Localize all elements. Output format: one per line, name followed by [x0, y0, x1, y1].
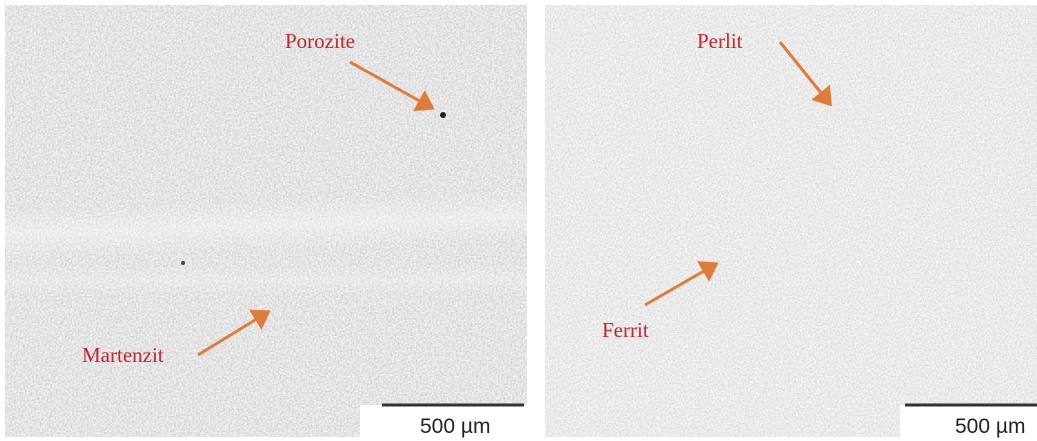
page: {"panels": [ {"labels": ["Porozite", "Ma… [0, 0, 1037, 441]
left-panel: Porozite Martenzit 500 µm [4, 5, 527, 441]
pore [440, 112, 446, 118]
label: Perlit [697, 29, 743, 53]
label: Ferrit [602, 318, 649, 342]
right-panel: Perlit Ferrit 500 µm [545, 5, 1037, 441]
micrographs: Porozite Martenzit 500 µm Perlit Ferrit … [0, 0, 1037, 441]
scale-bar-label: 500 µm [955, 415, 1025, 438]
pore [181, 261, 185, 265]
label: Porozite [285, 29, 355, 53]
micrograph-texture [545, 5, 1037, 437]
label: Martenzit [82, 343, 164, 367]
scale-bar-label: 500 µm [420, 415, 490, 438]
light-band [5, 265, 527, 295]
